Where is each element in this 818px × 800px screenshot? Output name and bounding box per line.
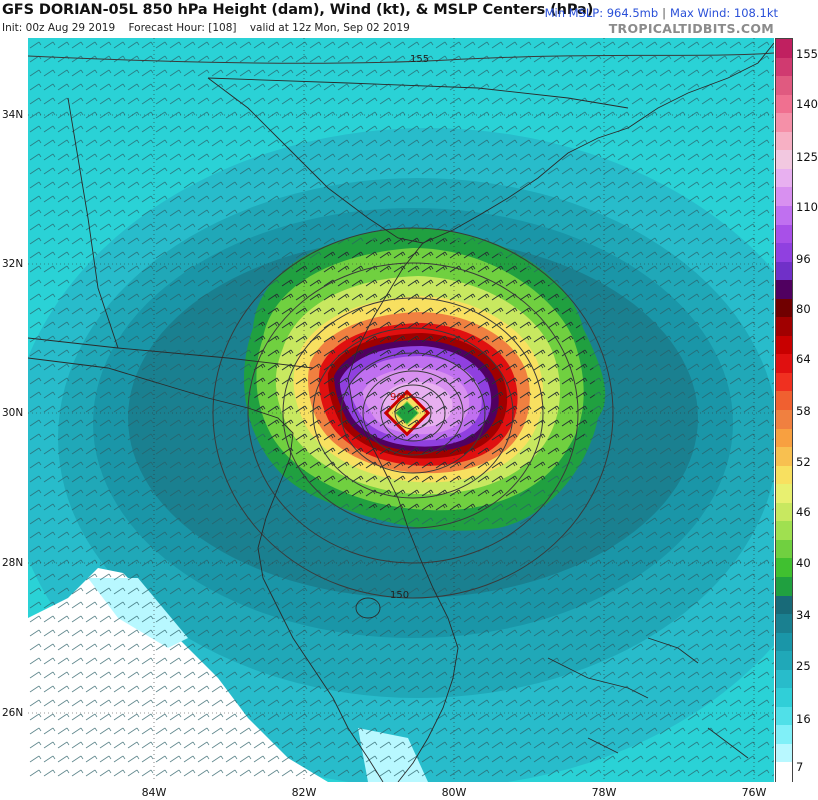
colorbar-segment [776,539,792,559]
colorbar-segment [776,576,792,597]
colorbar-segment [776,354,792,374]
valid-time: valid at 12z Mon, Sep 02 2019 [249,22,410,34]
forecast-hour: Forecast Hour: [108] [128,22,237,34]
chart-subtitle: Init: 00z Aug 29 2019 Forecast Hour: [10… [2,22,420,34]
colorbar-segment [776,224,792,244]
colorbar-label: 25 [796,659,811,673]
colorbar-segment [776,205,792,226]
colorbar-segment [776,372,792,393]
colorbar-label: 125 [796,150,818,164]
colorbar-segment [776,706,792,726]
colorbar-segment [776,150,792,170]
colorbar-segment [776,688,792,708]
colorbar-segment [776,465,792,485]
colorbar-segment [776,428,792,448]
contour-label-155: 155 [410,54,429,65]
colorbar-segment [776,558,792,578]
colorbar-segment [776,131,792,151]
lat-label-32n: 32N [2,258,24,270]
colorbar-segment [776,76,792,96]
map-panel: 964 155 150 [28,38,774,782]
lat-label-34n: 34N [2,109,24,121]
colorbar-segment [776,521,792,541]
colorbar-segment [776,447,792,467]
colorbar-label: 52 [796,455,811,469]
colorbar-segment [776,317,792,337]
lon-label-84w: 84W [141,786,167,799]
min-mslp: Min MSLP: 964.5mb [544,6,659,20]
colorbar-segment [776,280,792,300]
colorbar-segment [776,335,792,355]
coastlines [28,42,774,782]
colorbar-label: 7 [796,760,804,774]
colorbar-segment [776,725,792,745]
colorbar-segment [776,410,792,430]
chart-header: GFS DORIAN-05L 850 hPa Height (dam), Win… [0,0,818,38]
colorbar-segment [776,57,792,77]
chart-title: GFS DORIAN-05L 850 hPa Height (dam), Win… [2,2,594,18]
colorbar-segment [776,743,792,764]
min-max-readout: Min MSLP: 964.5mb | Max Wind: 108.1kt [544,6,778,20]
graticule [28,38,774,782]
colorbar-label: 16 [796,712,811,726]
lon-label-80w: 80W [441,786,467,799]
lat-label-30n: 30N [2,407,24,419]
colorbar-segment [776,391,792,411]
colorbar-label: 34 [796,608,811,622]
colorbar-segment [776,651,792,671]
lon-label-82w: 82W [291,786,317,799]
wind-colorbar [775,38,793,782]
colorbar-segment [776,243,792,263]
contour-label-150: 150 [390,590,409,601]
colorbar-segment [776,168,792,188]
lon-label-76w: 76W [741,786,767,799]
colorbar-segment [776,632,792,652]
max-wind: Max Wind: 108.1kt [670,6,778,20]
colorbar-segment [776,261,792,281]
colorbar-label: 110 [796,200,818,214]
colorbar-label: 96 [796,252,811,266]
wind-map: 964 155 150 [28,38,774,782]
colorbar-label: 46 [796,505,811,519]
init-time: Init: 00z Aug 29 2019 [2,22,116,34]
colorbar-segment [776,762,792,782]
colorbar-label: 155 [796,47,818,61]
colorbar-label: 58 [796,404,811,418]
colorbar-segment [776,39,792,59]
colorbar-segment [776,669,792,689]
lat-label-28n: 28N [2,557,24,569]
lon-label-78w: 78W [591,786,617,799]
colorbar-segment [776,113,792,133]
colorbar-segment [776,484,792,504]
colorbar-label: 140 [796,97,818,111]
colorbar-segment [776,614,792,634]
colorbar-segment [776,502,792,522]
colorbar-label: 64 [796,352,811,366]
lat-label-26n: 26N [2,707,24,719]
wind-barbs-core [252,236,595,517]
colorbar-label: 80 [796,302,811,316]
colorbar-segment [776,94,792,114]
colorbar-segment [776,187,792,207]
brand-watermark: TROPICALTIDBITS.COM [608,21,774,36]
colorbar-label: 40 [796,556,811,570]
colorbar-segment [776,298,792,318]
colorbar-segment [776,595,792,615]
